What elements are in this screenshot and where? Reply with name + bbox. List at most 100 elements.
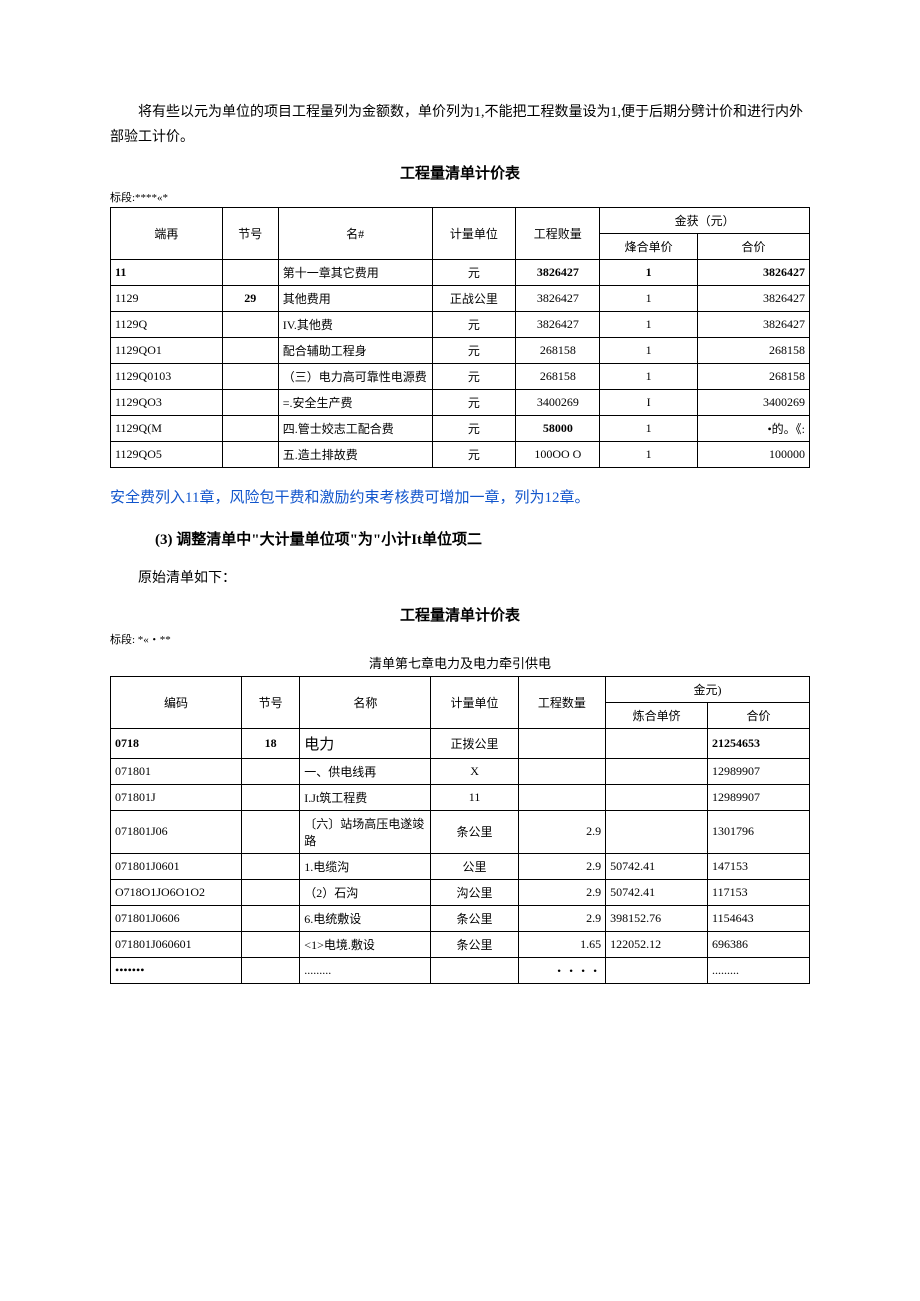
table-cell: 50742.41 [606,853,708,879]
table-cell [242,784,300,810]
table-cell: 1 [600,442,698,468]
table-header-row: 端再 节号 名# 计量单位 工程败量 金获（元） [111,208,810,234]
table-cell: 一、供电线再 [300,758,431,784]
table1-title: 工程量清单计价表 [110,162,810,183]
table-cell: 元 [432,338,516,364]
th-total: 合价 [708,702,810,728]
table-cell: 268158 [516,338,600,364]
table-cell: 3400269 [698,390,810,416]
table-cell: 2.9 [518,810,605,853]
table-cell: 398152.76 [606,905,708,931]
table-cell: 12989907 [708,784,810,810]
table-cell: IV.其他费 [278,312,432,338]
table-cell: 3826427 [698,260,810,286]
table-cell: ......... [708,957,810,983]
table-cell: 1129QO1 [111,338,223,364]
table-row: 071801J06066.电统敷设条公里2.9398152.761154643 [111,905,810,931]
th-unit: 计量单位 [432,208,516,260]
table-cell: 071801J0601 [111,853,242,879]
table-cell: =.安全生产费 [278,390,432,416]
th-up: 炼合单侪 [606,702,708,728]
table-cell: （2）石沟 [300,879,431,905]
table-cell [606,957,708,983]
table-cell [222,390,278,416]
table-cell: 21254653 [708,728,810,758]
table-cell: 268158 [698,364,810,390]
table-cell: 1129QO3 [111,390,223,416]
table-cell: 117153 [708,879,810,905]
table-cell: 3826427 [516,286,600,312]
table-cell: 1129Q0103 [111,364,223,390]
table-cell: <1>电境.敷设 [300,931,431,957]
table-cell: I [600,390,698,416]
table-cell [222,416,278,442]
table-cell [431,957,518,983]
th-amount: 金获（元） [600,208,810,234]
table-cell: 147153 [708,853,810,879]
table-cell [242,810,300,853]
table-cell: 18 [242,728,300,758]
table-cell: 50742.41 [606,879,708,905]
table-cell [242,957,300,983]
table-cell: 1 [600,286,698,312]
table-cell: 0718 [111,728,242,758]
pricing-table-1: 端再 节号 名# 计量单位 工程败量 金获（元） 烽合单价 合价 11第十一章其… [110,207,810,468]
table1-label: 标段:****«* [110,189,810,205]
table-cell: 1 [600,416,698,442]
table-cell: •的。《: [698,416,810,442]
table-row: 071801JI.Jt筑工程费1112989907 [111,784,810,810]
table-cell: 3826427 [698,312,810,338]
table2-subtitle: 清单第七章电力及电力牵引供电 [110,653,810,672]
table-cell: 268158 [516,364,600,390]
table-cell: 1 [600,338,698,364]
table-row: 071818电力正拨公里21254653 [111,728,810,758]
table-cell [242,758,300,784]
th-jie: 节号 [222,208,278,260]
th-name: 名# [278,208,432,260]
table-row: 071801J06〔六〕站场高压电遂竣路条公里2.91301796 [111,810,810,853]
paragraph-original: 原始清单如下： [110,566,810,591]
table-cell [242,905,300,931]
table-cell: 配合辅助工程身 [278,338,432,364]
table-cell: 3826427 [516,260,600,286]
table-cell: 正战公里 [432,286,516,312]
table-row: 1129Q0103（三）电力高可靠性电源费元2681581268158 [111,364,810,390]
table-cell: 四.管士姣志工配合费 [278,416,432,442]
table-cell [222,442,278,468]
table-cell: 条公里 [431,810,518,853]
table-cell: X [431,758,518,784]
table-cell: 元 [432,442,516,468]
table-cell: ••••••• [111,957,242,983]
table-cell [518,758,605,784]
table-cell: 元 [432,312,516,338]
table-cell: O718O1JO6O1O2 [111,879,242,905]
table-row: 1129QO1配合辅助工程身元2681581268158 [111,338,810,364]
table-cell: 071801J [111,784,242,810]
table-cell: 1 [600,312,698,338]
table-cell: 1154643 [708,905,810,931]
th-name: 名称 [300,676,431,728]
table-cell: 2.9 [518,905,605,931]
table-cell [242,931,300,957]
th-unit: 计量单位 [431,676,518,728]
table-cell: 公里 [431,853,518,879]
table-cell: 100000 [698,442,810,468]
table-cell: 1.电缆沟 [300,853,431,879]
th-jie: 节号 [242,676,300,728]
table-cell: I.Jt筑工程费 [300,784,431,810]
table-cell: 122052.12 [606,931,708,957]
table-cell [518,728,605,758]
table-cell: 071801J0606 [111,905,242,931]
table-cell: 其他费用 [278,286,432,312]
table-cell: 071801J06 [111,810,242,853]
table-cell [242,853,300,879]
table-row: 1129QO5五.造土排故费元100OO O1100000 [111,442,810,468]
th-qty: 工程败量 [516,208,600,260]
table-cell [222,364,278,390]
table-cell: 元 [432,390,516,416]
table-cell [518,784,605,810]
table-cell: 五.造土排故费 [278,442,432,468]
table-cell: 2.9 [518,853,605,879]
table-row: 1129Q(M四.管士姣志工配合费元580001•的。《: [111,416,810,442]
table-row: 071801一、供电线再X12989907 [111,758,810,784]
